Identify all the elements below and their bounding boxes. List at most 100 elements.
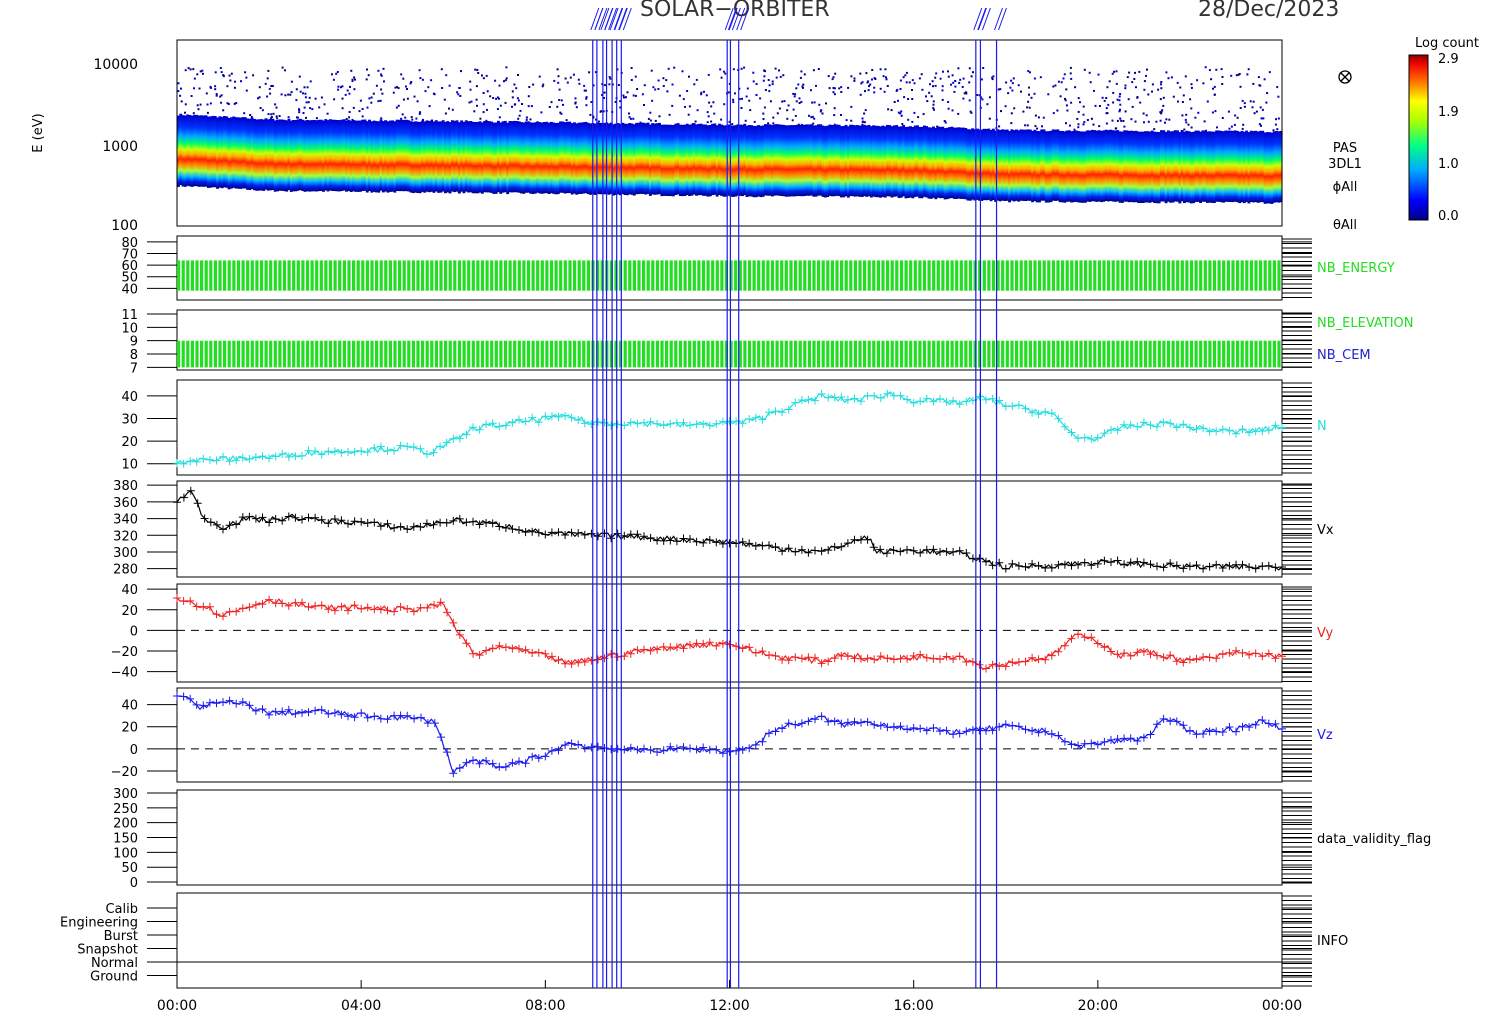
spectrogram-count xyxy=(220,71,223,74)
data-point xyxy=(357,604,366,613)
spectrogram-count xyxy=(1164,121,1166,124)
spectrogram-column xyxy=(876,125,880,198)
spectrogram-column xyxy=(543,122,546,194)
band-bar xyxy=(909,260,913,291)
spectrogram-column xyxy=(478,121,482,193)
data-point xyxy=(1159,653,1168,662)
band-bar xyxy=(697,260,701,291)
data-point xyxy=(1278,652,1286,661)
spectrogram-count xyxy=(657,88,660,90)
spectrogram-count xyxy=(1151,83,1154,86)
spectrogram-count xyxy=(762,112,765,115)
spectrogram-count xyxy=(1108,80,1111,83)
spectrogram-count xyxy=(350,69,353,72)
data-point xyxy=(1192,425,1201,433)
spectrogram-count xyxy=(1066,109,1069,112)
band-bar xyxy=(794,340,798,368)
band-bar xyxy=(342,260,346,291)
band-bar xyxy=(1125,260,1129,291)
spectrogram-column xyxy=(1093,130,1097,202)
spectrogram-count xyxy=(1236,116,1239,119)
data-point xyxy=(791,398,800,407)
band-bar xyxy=(1249,260,1253,291)
data-point xyxy=(653,748,662,756)
spectrogram-count xyxy=(1221,83,1224,85)
spectrogram-count xyxy=(318,106,321,109)
spectrogram-column xyxy=(324,119,328,191)
spectrogram-count xyxy=(632,117,635,120)
data-point xyxy=(903,395,912,404)
spectrogram-column xyxy=(536,121,539,193)
spectrogram-count xyxy=(681,70,684,73)
spectrogram-column xyxy=(851,124,855,197)
data-point xyxy=(936,394,944,403)
spectrogram-count xyxy=(908,81,911,84)
spectrogram-count xyxy=(220,94,223,97)
spectrogram-count xyxy=(720,76,723,79)
spectrogram-column xyxy=(1153,131,1156,203)
data-point xyxy=(1153,422,1161,431)
spectrogram-count xyxy=(244,71,247,74)
spectrogram-count xyxy=(476,104,478,107)
spectrogram-column xyxy=(955,127,958,199)
band-bar xyxy=(1236,340,1240,368)
spectrogram-count xyxy=(800,123,803,126)
band-bar xyxy=(683,260,687,291)
ytick-label: Ground xyxy=(90,970,138,985)
spectrogram-count xyxy=(865,72,868,75)
spectrogram-count xyxy=(1022,110,1025,113)
band-bar xyxy=(287,340,291,368)
spectrogram-column xyxy=(559,121,562,193)
spectrogram-column xyxy=(1261,130,1265,203)
band-bar xyxy=(890,260,894,291)
spectrogram-count xyxy=(616,68,619,71)
band-bar xyxy=(1166,260,1171,291)
data-point xyxy=(370,518,379,527)
band-bar xyxy=(384,340,388,368)
event-marker-glyph xyxy=(614,7,628,31)
band-bar xyxy=(292,260,296,291)
data-point xyxy=(1218,425,1227,434)
spectrogram-column xyxy=(906,126,910,198)
spectrogram-column xyxy=(1141,131,1145,203)
spectrogram-column xyxy=(434,120,438,192)
spectrogram-count xyxy=(352,106,355,109)
spectrogram-count xyxy=(1185,113,1188,116)
spectrogram-column xyxy=(745,125,749,197)
band-bar xyxy=(209,340,213,368)
band-bar xyxy=(1005,340,1009,368)
spectrogram-column xyxy=(966,129,970,201)
spectrogram-column xyxy=(1026,129,1030,201)
data-point xyxy=(225,521,234,530)
spectrogram-count xyxy=(782,74,785,77)
spectrogram-column xyxy=(190,115,194,187)
spectrogram-column xyxy=(787,125,790,197)
spectrogram-column xyxy=(517,121,521,193)
spectrogram-count xyxy=(931,80,934,83)
spectrogram-count xyxy=(227,103,230,105)
spectrogram-count xyxy=(1227,110,1230,113)
spectrogram-column xyxy=(540,122,544,194)
spectrogram-count xyxy=(764,70,766,73)
spectrogram-count xyxy=(1251,106,1254,109)
spectrogram-column xyxy=(874,125,878,198)
spectrogram-column xyxy=(1272,131,1276,203)
spectrogram-count xyxy=(792,92,795,95)
spectrogram-count xyxy=(732,98,735,101)
spectrogram-column xyxy=(331,119,335,191)
spectrogram-count xyxy=(775,76,778,79)
data-point xyxy=(751,648,760,657)
data-point xyxy=(238,604,247,613)
spectrogram-column xyxy=(690,124,694,196)
data-point xyxy=(837,719,846,728)
spectrogram-count xyxy=(626,91,629,94)
xtick-label: 00:00 xyxy=(157,998,197,1014)
data-point xyxy=(1264,649,1273,658)
data-point xyxy=(811,546,819,555)
spectrogram-count xyxy=(1033,77,1036,80)
band-bar xyxy=(531,260,535,291)
spectrogram-count xyxy=(1060,81,1063,84)
spectrogram-column xyxy=(328,119,332,191)
